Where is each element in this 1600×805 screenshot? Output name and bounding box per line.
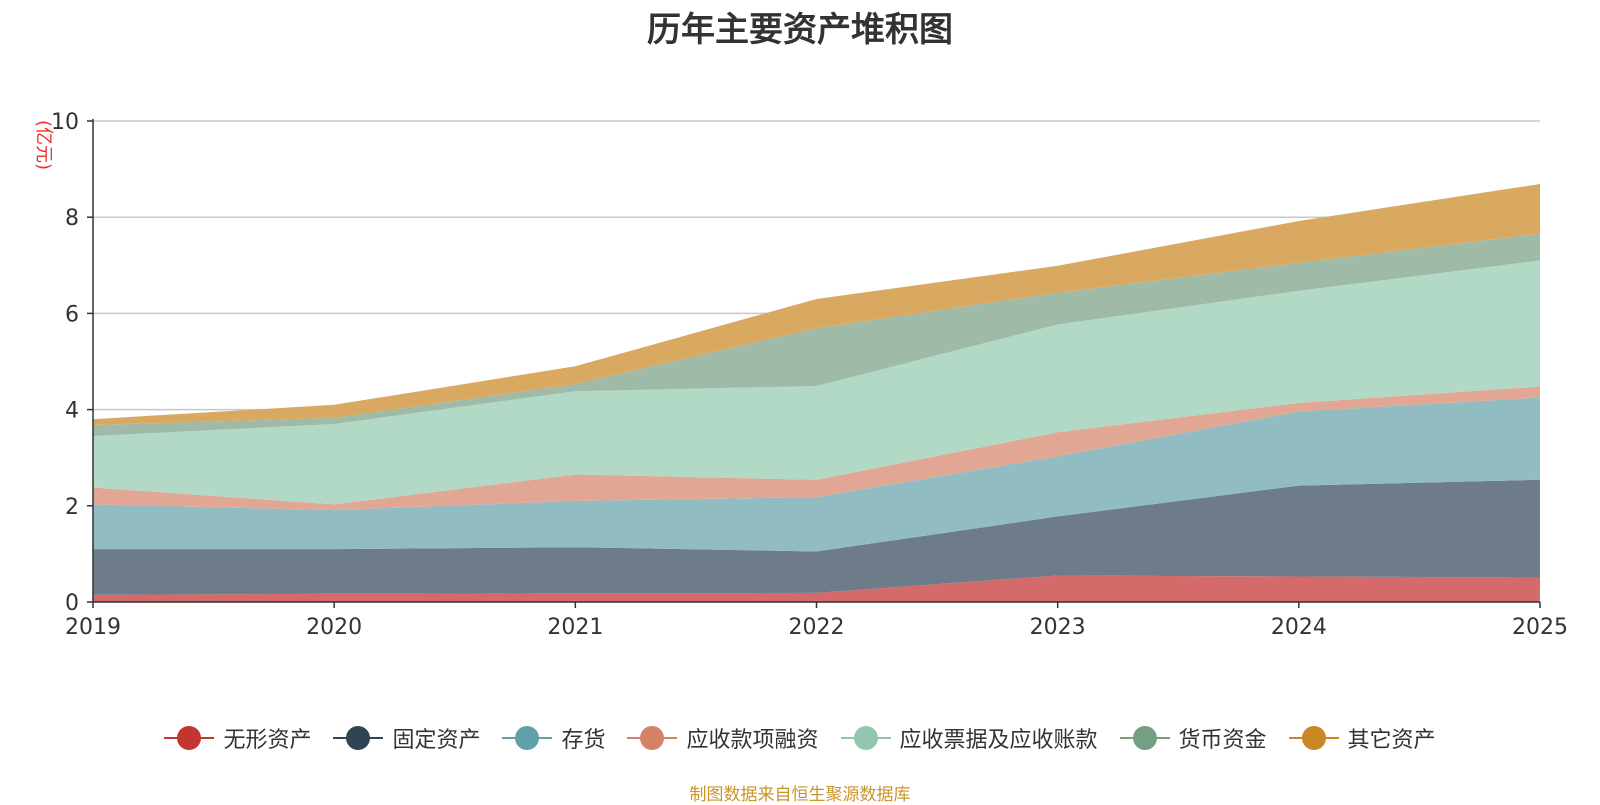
legend-label: 无形资产 [223,728,312,753]
y-tick-label-0: 0 [65,591,79,616]
x-tick-label-2024: 2024 [1271,615,1327,640]
chart-title: 历年主要资产堆积图 [647,10,953,50]
y-tick-label-4: 4 [65,399,79,424]
legend-item-0[interactable]: 无形资产 [164,722,311,754]
x-tick-label-2020: 2020 [306,615,362,640]
legend-label: 货币资金 [1178,728,1267,753]
area-series-2 [93,397,1540,552]
legend: 无形资产 固定资产 存货 应收款项融资 应收票据及应收账款 货币资金 其它资产 [0,720,1600,756]
legend-marker-icon [502,726,553,750]
y-tick-label-6: 6 [65,302,79,327]
y-tick-label-8: 8 [65,206,79,231]
legend-label: 应收票据及应收账款 [899,728,1098,753]
legend-marker-icon [164,726,215,750]
x-tick-label-2021: 2021 [547,615,603,640]
legend-label: 其它资产 [1347,728,1436,753]
legend-marker-icon [1288,726,1339,750]
legend-item-2[interactable]: 存货 [502,722,605,754]
area-series-6 [93,184,1540,425]
area-series-0 [93,575,1540,602]
x-tick-label-2023: 2023 [1030,615,1086,640]
axes: 0 2 4 6 8 10 2019 2020 2021 2022 2023 2024 2025 [51,110,1568,640]
legend-label: 固定资产 [392,728,481,753]
legend-label: 存货 [561,728,606,753]
legend-label: 应收款项融资 [686,728,819,753]
legend-marker-icon [1119,726,1170,750]
x-tick-label-2022: 2022 [789,615,845,640]
x-tick-label-2025: 2025 [1512,615,1568,640]
y-tick-label-10: 10 [51,110,79,135]
legend-marker-icon [333,726,384,750]
area-series-1 [93,479,1540,595]
x-tick-label-2019: 2019 [65,615,121,640]
area-layers [93,184,1540,602]
legend-marker-icon [840,726,891,750]
legend-item-1[interactable]: 固定资产 [333,722,480,754]
area-series-4 [93,260,1540,505]
legend-item-5[interactable]: 货币资金 [1119,722,1267,754]
area-series-5 [93,233,1540,437]
y-tick-label-2: 2 [65,495,79,520]
legend-item-4[interactable]: 应收票据及应收账款 [840,722,1098,754]
legend-item-6[interactable]: 其它资产 [1288,722,1436,754]
legend-marker-icon [627,726,678,750]
legend-item-3[interactable]: 应收款项融资 [627,722,819,754]
source-note: 制图数据来自恒生聚源数据库 [689,785,911,805]
y-axis-unit-label: (亿元) [33,120,54,170]
area-series-3 [93,386,1540,511]
